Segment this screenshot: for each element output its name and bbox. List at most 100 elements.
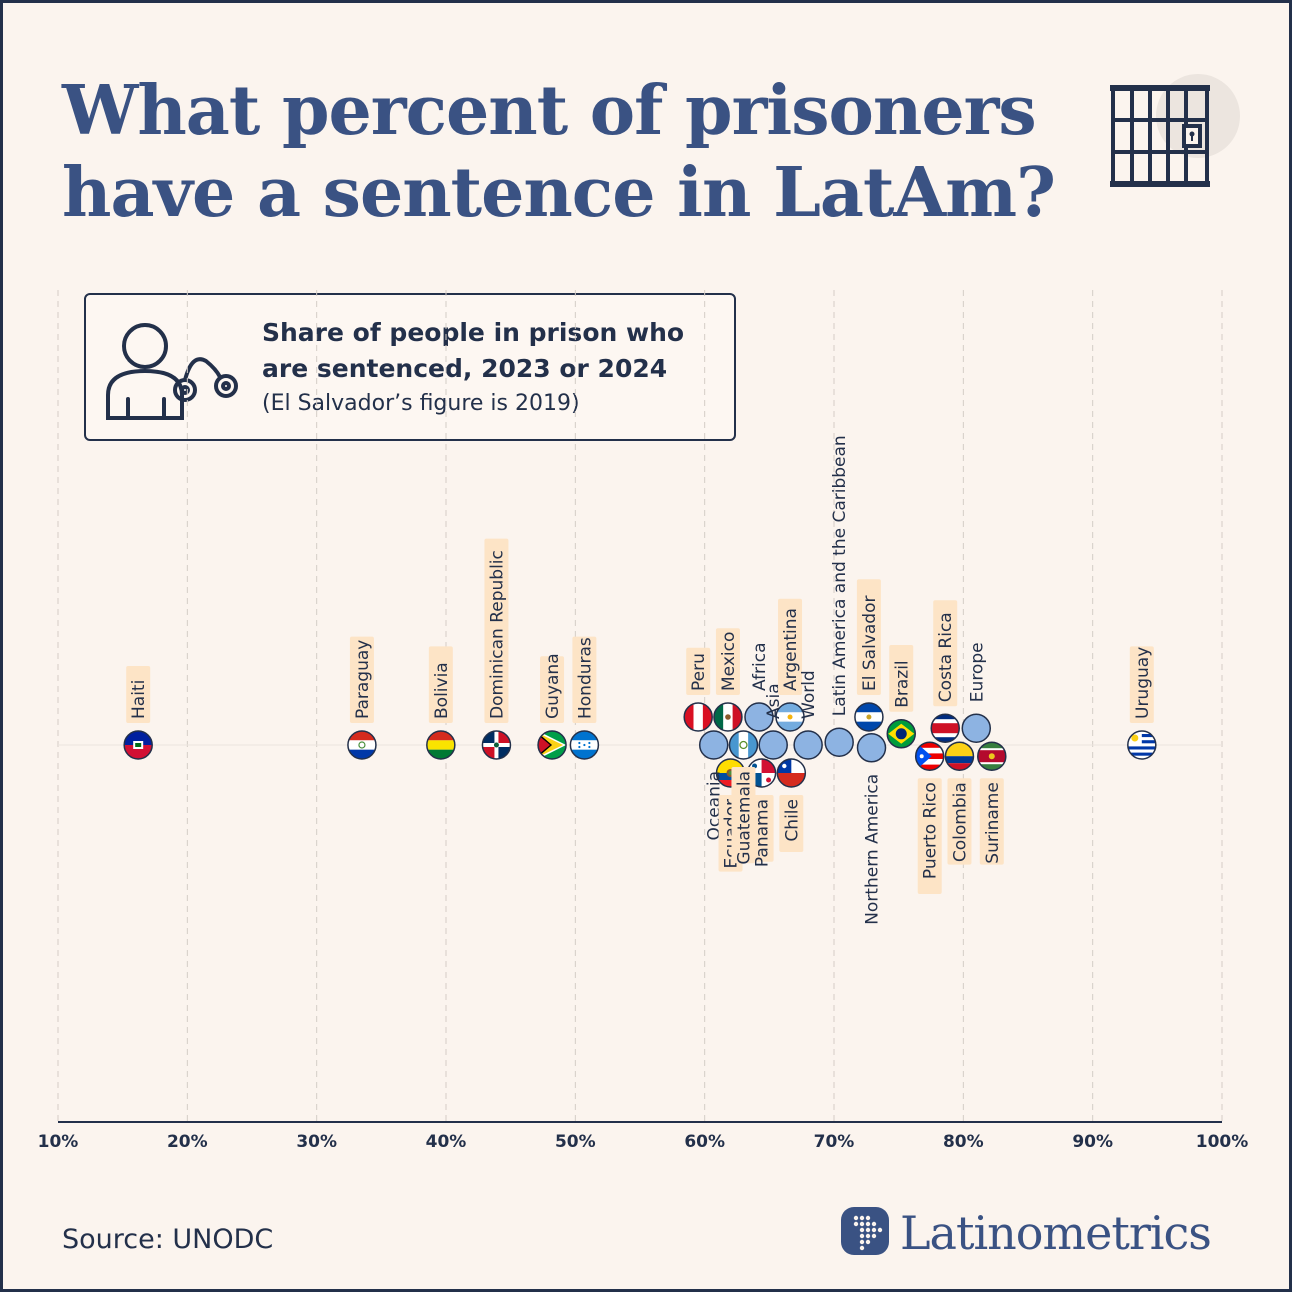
point-label: Dominican Republic [487,550,507,719]
title-line-2: have a sentence in LatAm? [62,153,1056,233]
point-label: Africa [750,643,770,692]
prisoner-handcuffs-icon [102,313,242,427]
chart-labels: Haiti Paraguay Bolivia Dominican Republic Gu… [126,435,1154,925]
point-label: Colombia [950,782,970,862]
point-label: Panama [753,799,773,867]
label-honduras: Honduras [572,636,597,723]
point-label: Guatemala [734,771,754,865]
legend-title-line-1: Share of people in prison who [262,318,685,347]
x-tick-label: 80% [943,1132,984,1152]
point-colombia [944,741,975,771]
label-argentina: Argentina [778,598,803,695]
point-paraguay [347,730,377,760]
label-africa: Africa [750,643,770,692]
point-label: El Salvador [860,596,880,691]
x-tick-label: 30% [296,1132,337,1152]
label-europe: Europe [967,642,987,702]
point-el-salvador [854,702,884,732]
x-axis-ticks: 10% 20% 30% 40% 50% 60% 70% 80% 90% 100% [38,1132,1249,1152]
label-guyana: Guyana [540,653,565,723]
source-text: Source: UNODC [62,1224,274,1255]
point-puerto-rico [914,741,945,771]
label-puerto-rico: Puerto Rico [917,778,942,895]
point-label: World [799,670,819,719]
jail-cell-icon [1100,64,1240,194]
point-label: Haiti [129,680,149,719]
x-tick-label: 20% [167,1132,208,1152]
point-label: Puerto Rico [921,782,941,879]
x-tick-label: 50% [555,1132,596,1152]
label-suriname: Suriname [979,778,1004,865]
point-oceania [698,730,729,760]
point-suriname [977,741,1007,771]
label-paraguay: Paraguay [349,636,374,723]
point-label: Argentina [781,608,801,691]
label-peru: Peru [686,647,711,695]
x-tick-label: 10% [38,1132,79,1152]
label-northern-america: Northern America [863,774,883,925]
point-haiti [123,730,153,760]
point-dominican-republic [481,730,512,760]
point-latin-america-and-the-caribbean [824,727,854,757]
point-guatemala [728,730,759,760]
point-chile [776,758,807,788]
brand-name: Latinometrics [900,1206,1212,1260]
point-honduras [569,730,600,760]
x-tick-label: 60% [684,1132,725,1152]
x-tick-label: 90% [1072,1132,1113,1152]
chart: 10% 20% 30% 40% 50% 60% 70% 80% 90% 100% Haiti Par… [38,290,1249,1152]
label-dominican-republic: Dominican Republic [484,538,509,723]
x-tick-label: 70% [814,1132,855,1152]
label-latin-america-and-the-caribbean: Latin America and the Caribbean [830,435,850,716]
legend-title-line-2: are sentenced, 2023 or 2024 [262,354,668,383]
label-costa-rica: Costa Rica [933,600,958,707]
label-haiti: Haiti [126,666,151,723]
point-argentina [775,702,805,732]
label-panama: Panama [749,795,774,867]
point-label: Suriname [983,782,1003,864]
label-colombia: Colombia [947,778,972,865]
point-brazil [886,719,917,749]
legend-note: (El Salvador’s figure is 2019) [262,391,580,416]
point-uruguay [1127,730,1157,760]
legend-title: Share of people in prison who are senten… [262,315,732,387]
point-world [793,730,823,760]
point-label: Peru [689,653,709,691]
point-northern-america [856,733,887,763]
point-label: Chile [782,799,802,842]
label-brazil: Brazil [889,644,914,712]
x-tick-label: 40% [426,1132,467,1152]
label-chile: Chile [779,795,804,852]
point-label: Guyana [543,653,563,719]
label-mexico: Mexico [715,628,740,695]
point-label: Bolivia [432,662,452,719]
point-label: Costa Rica [936,612,956,702]
point-label: Europe [967,642,987,702]
x-tick-label: 100% [1196,1132,1249,1152]
point-label: Mexico [719,632,739,691]
point-asia [758,730,788,760]
point-mexico [713,702,743,732]
latinometrics-logo-icon [840,1206,890,1260]
point-label: Latin America and the Caribbean [830,435,850,716]
point-peru [683,702,713,732]
label-bolivia: Bolivia [428,646,453,723]
title-line-1: What percent of prisoners [62,71,1037,151]
point-africa [744,702,774,732]
point-label: Northern America [863,774,883,925]
point-label: Brazil [892,660,912,707]
brand: Latinometrics [840,1206,1212,1260]
label-uruguay: Uruguay [1129,646,1154,723]
page-title: What percent of prisoners have a sentenc… [62,70,1056,234]
point-label: Paraguay [353,640,373,719]
point-europe [961,713,992,743]
label-el-salvador: El Salvador [856,579,881,695]
label-world: World [799,670,819,719]
chart-grid [57,290,1223,1122]
point-costa-rica [930,713,960,743]
point-bolivia [426,730,456,760]
point-guyana [537,730,567,760]
point-label: Honduras [575,637,595,719]
point-label: Uruguay [1133,647,1153,719]
